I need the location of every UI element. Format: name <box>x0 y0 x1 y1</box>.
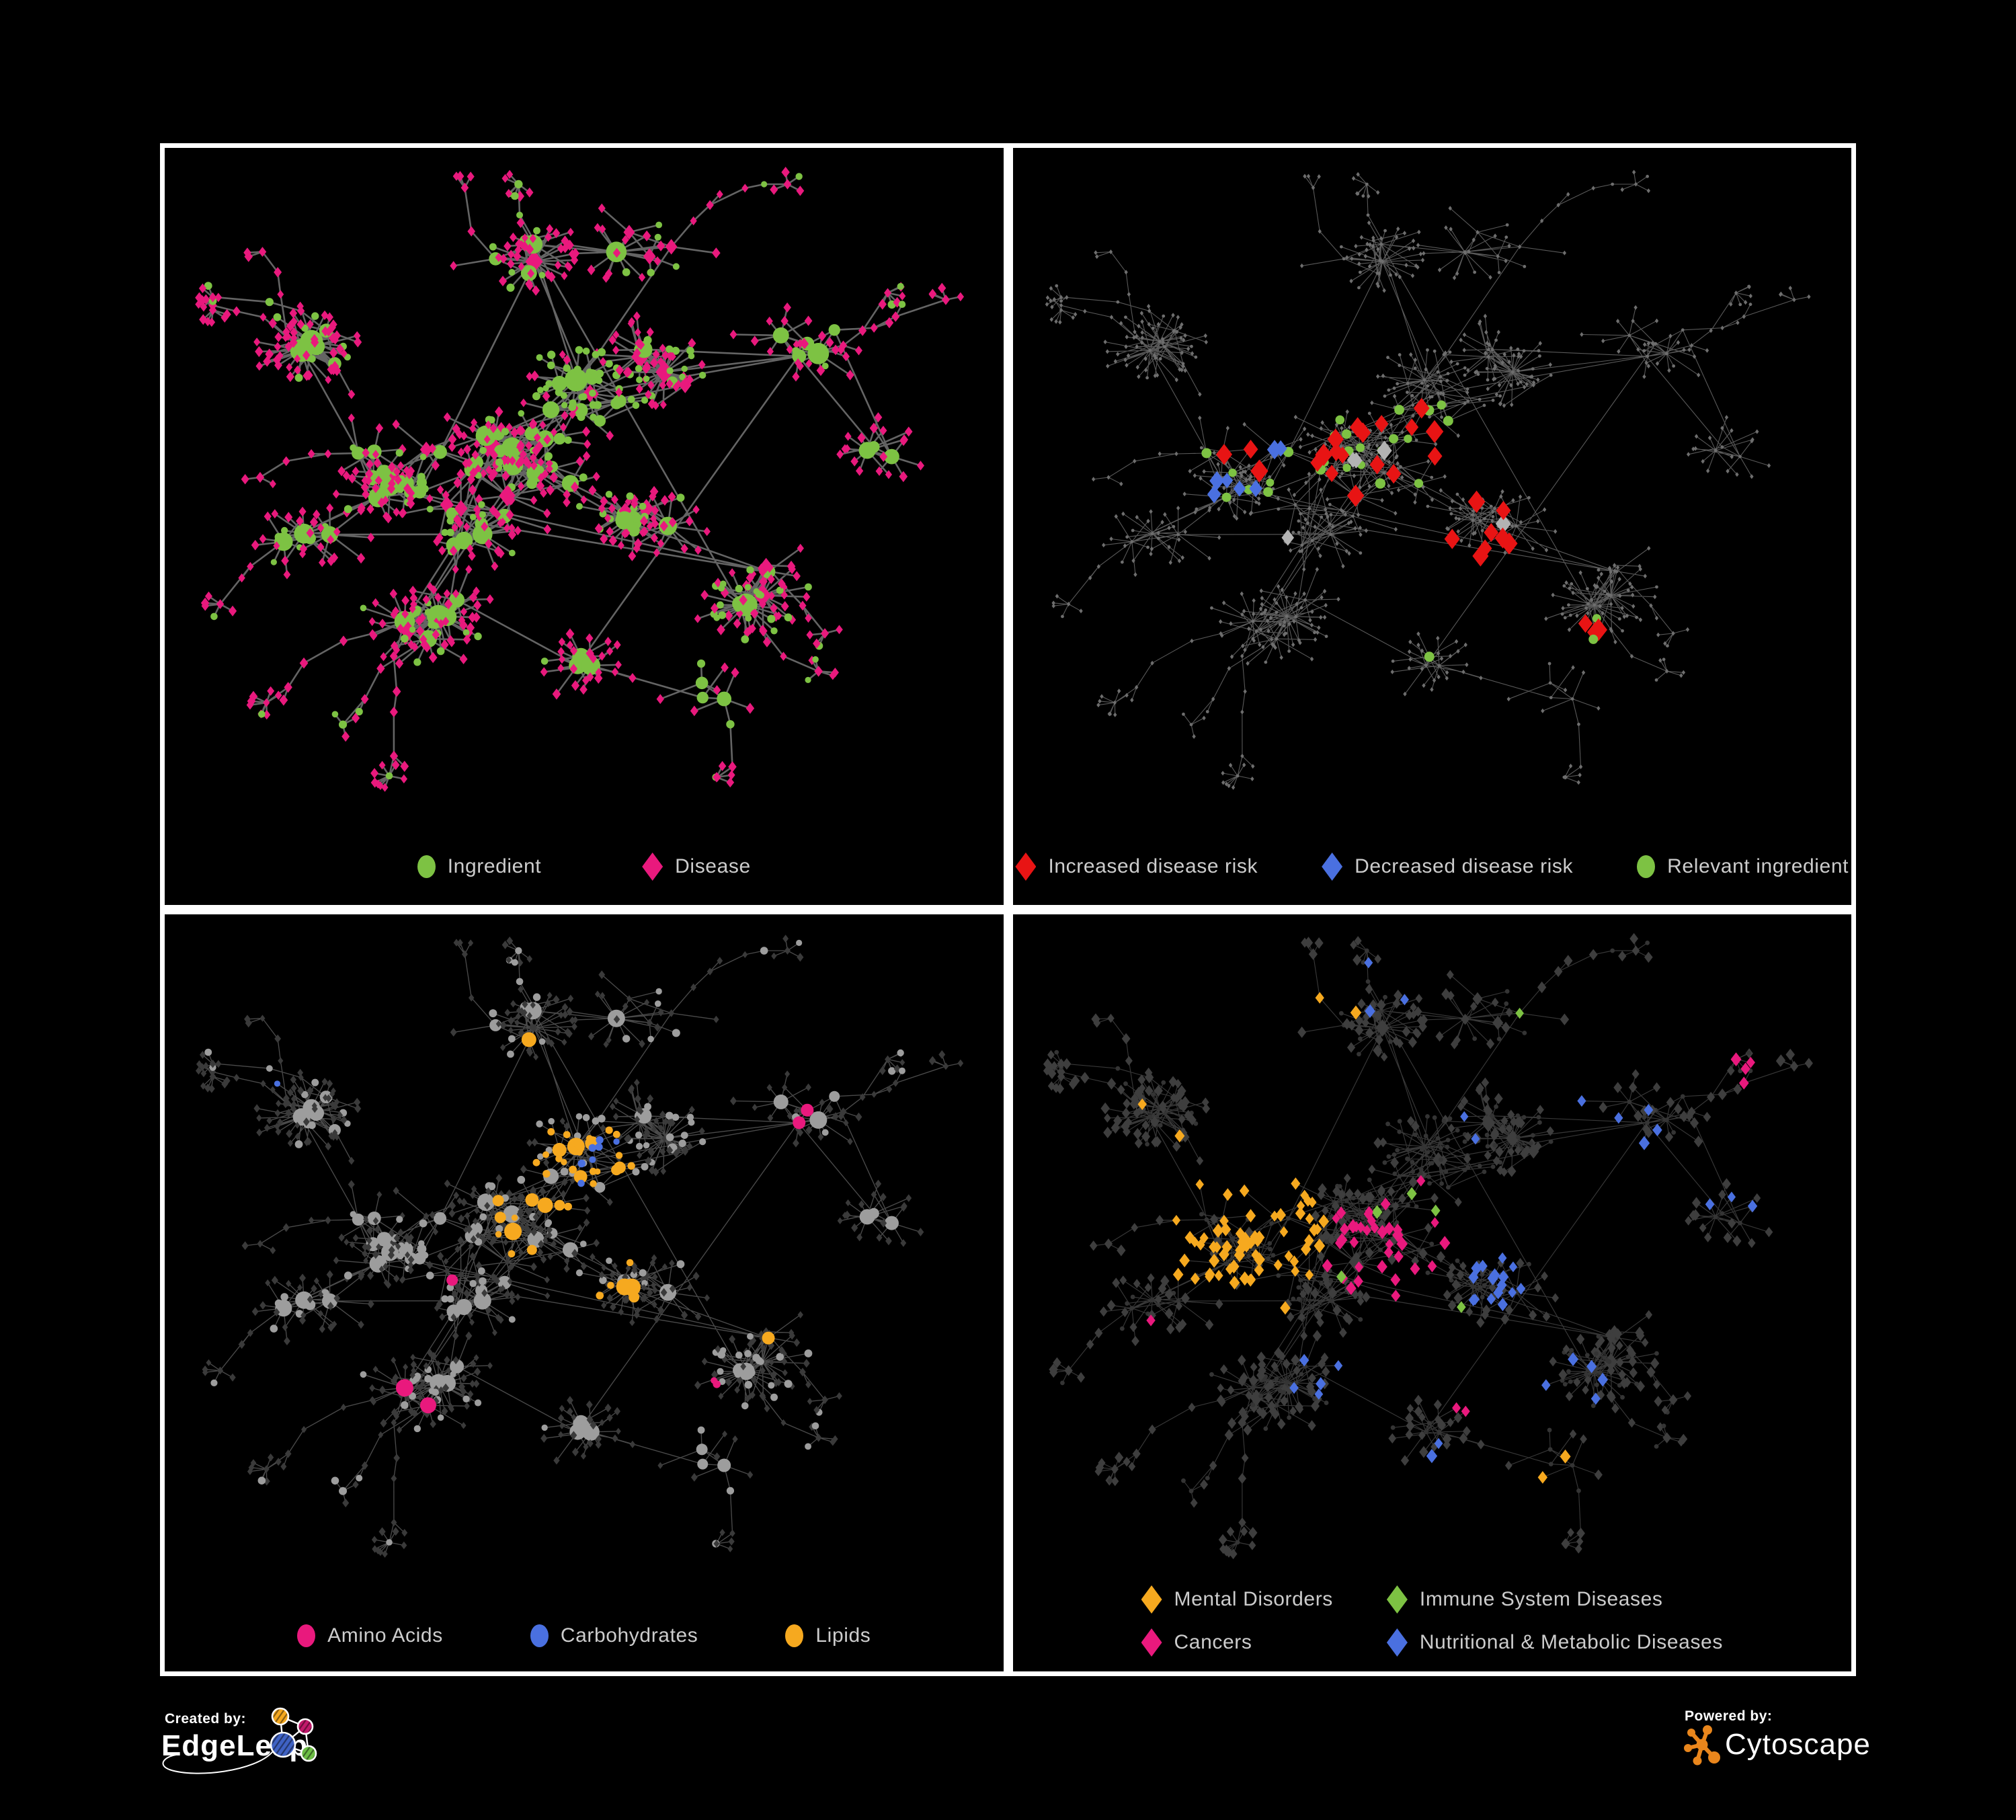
legend-item-ingredient: Ingredient <box>417 855 541 878</box>
cytoscape-icon <box>1684 1725 1720 1766</box>
diamond-swatch <box>1386 1585 1408 1614</box>
edgeleap-node-blue <box>270 1731 296 1758</box>
legend-label: Carbohydrates <box>560 1624 698 1647</box>
panel-disease-risk: Increased disease risk Decreased disease … <box>1008 143 1856 910</box>
legend-label: Relevant ingredient <box>1667 855 1849 877</box>
diamond-swatch <box>1141 1585 1162 1614</box>
diamond-swatch <box>642 853 663 881</box>
panel-nutrient-classes: Amino Acids Carbohydrates Lipids <box>160 910 1008 1676</box>
legend-ingredient-disease: Ingredient Disease <box>165 853 1004 881</box>
legend-label: Immune System Diseases <box>1419 1588 1663 1610</box>
legend-disease-risk: Increased disease risk Decreased disease … <box>1013 853 1852 881</box>
legend-disease-classes: Mental Disorders Immune System Diseases Ca… <box>1013 1585 1852 1657</box>
cytoscape-wordmark: Cytoscape <box>1725 1728 1871 1761</box>
legend-item-disease: Disease <box>642 853 751 881</box>
legend-item-amino-acids: Amino Acids <box>297 1624 443 1647</box>
legend-label: Decreased disease risk <box>1355 855 1574 877</box>
network-graph-nutrient-classes <box>195 935 964 1558</box>
edgeleap-node-magenta <box>296 1718 314 1735</box>
created-by-label: Created by: <box>165 1711 246 1727</box>
diamond-swatch <box>1015 853 1037 881</box>
circle-swatch <box>1637 855 1656 878</box>
edgeleap-swoosh <box>162 1751 274 1774</box>
legend-item-mental-disorders: Mental Disorders <box>1141 1585 1333 1614</box>
edges <box>1046 172 1809 788</box>
powered-by-label: Powered by: <box>1685 1708 1772 1724</box>
legend-label: Increased disease risk <box>1048 855 1258 877</box>
network-graph-disease-classes <box>1043 933 1813 1560</box>
legend-item-carbohydrates: Carbohydrates <box>530 1624 698 1647</box>
panel-ingredient-disease: Ingredient Disease <box>160 143 1008 910</box>
edgeleap-node-green <box>300 1745 317 1762</box>
network-graph-disease-risk <box>1045 169 1811 790</box>
edges <box>1046 939 1809 1554</box>
panel-grid: Ingredient Disease Increased disease risk… <box>160 143 1856 1676</box>
cytoscape-logo: Powered by: Cytoscape <box>1684 1708 1871 1766</box>
network-graph-ingredient-disease <box>195 167 965 792</box>
legend-label: Disease <box>675 855 751 877</box>
diamond-swatch <box>1386 1628 1408 1657</box>
legend-item-immune-system-diseases: Immune System Diseases <box>1386 1585 1723 1614</box>
edges <box>198 938 961 1554</box>
legend-item-nutritional-metabolic-diseases: Nutritional & Metabolic Diseases <box>1386 1628 1723 1657</box>
legend-item-cancers: Cancers <box>1141 1628 1333 1657</box>
circle-swatch <box>530 1624 549 1647</box>
legend-label: Amino Acids <box>327 1624 443 1647</box>
circle-swatch <box>297 1624 316 1647</box>
edgeleap-logo: Created by: EdgeLeap <box>161 1707 317 1774</box>
edgeleap-credit: Created by: EdgeLeap <box>155 1704 336 1788</box>
circle-swatch <box>417 855 436 878</box>
legend-label: Lipids <box>815 1624 871 1647</box>
diamond-swatch <box>1141 1628 1162 1657</box>
legend-label: Ingredient <box>447 855 542 877</box>
legend-label: Cancers <box>1174 1631 1252 1653</box>
edges <box>198 171 961 788</box>
cytoscape-credit: Powered by: Cytoscape <box>1682 1704 1910 1778</box>
panel-disease-classes: Mental Disorders Immune System Diseases Ca… <box>1008 910 1856 1676</box>
edgeleap-node-amber <box>271 1707 290 1726</box>
legend-label: Mental Disorders <box>1174 1588 1333 1610</box>
legend-nutrient-classes: Amino Acids Carbohydrates Lipids <box>165 1624 1004 1647</box>
legend-item-increased-disease-risk: Increased disease risk <box>1015 853 1258 881</box>
legend-label: Nutritional & Metabolic Diseases <box>1419 1631 1723 1653</box>
legend-item-lipids: Lipids <box>785 1624 871 1647</box>
circle-swatch <box>785 1624 804 1647</box>
diamond-swatch <box>1322 853 1343 881</box>
legend-item-relevant-ingredient: Relevant ingredient <box>1637 855 1849 878</box>
legend-item-decreased-disease-risk: Decreased disease risk <box>1322 853 1573 881</box>
